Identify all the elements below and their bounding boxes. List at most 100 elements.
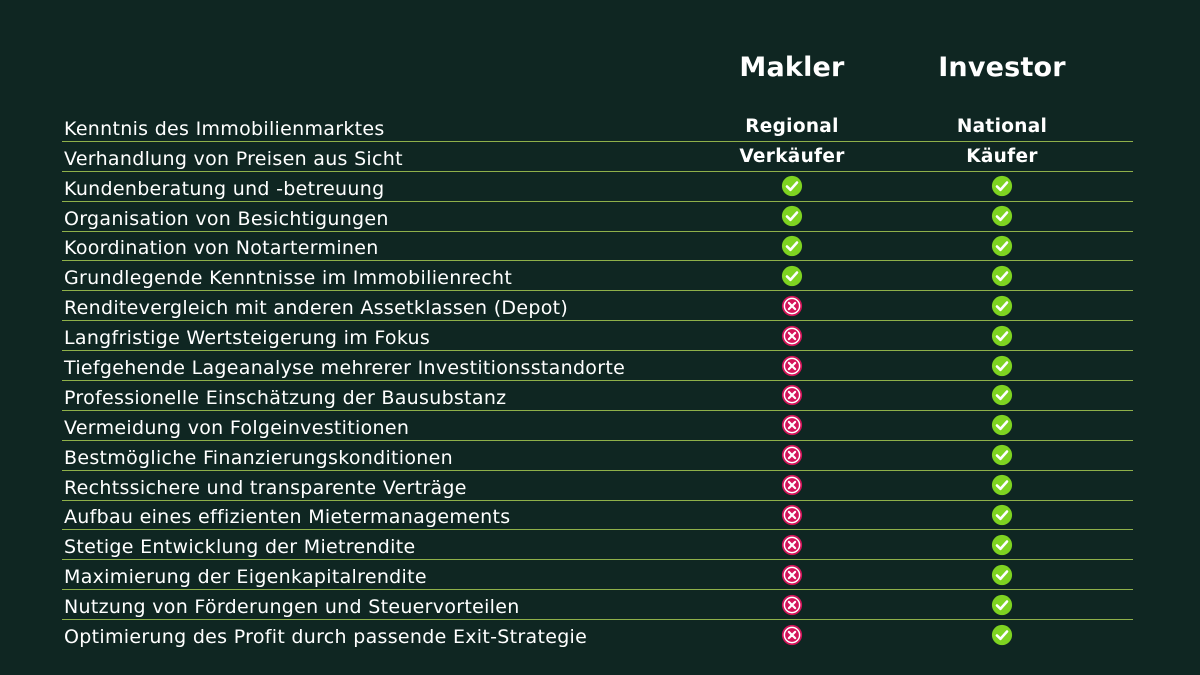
investor-cell: [902, 291, 1102, 320]
investor-cell: National: [902, 112, 1102, 141]
makler-cell: [692, 560, 892, 589]
makler-cell: [692, 321, 892, 350]
table-row: Koordination von Notarterminen: [62, 232, 1133, 262]
cross-icon: [781, 475, 803, 496]
table-row: Nutzung von Förderungen und Steuervortei…: [62, 590, 1133, 621]
table-row: Rechtssichere und transparente Verträge: [62, 471, 1133, 501]
investor-cell: [902, 202, 1102, 231]
investor-cell: [902, 411, 1102, 440]
check-icon: [991, 594, 1013, 615]
investor-column-header: Investor: [938, 52, 1066, 83]
investor-cell: [902, 381, 1102, 410]
cross-icon: [781, 355, 803, 376]
investor-cell-text: National: [956, 115, 1048, 137]
check-icon: [991, 295, 1013, 316]
row-label: Tiefgehende Lageanalyse mehrerer Investi…: [64, 357, 626, 380]
table-row: Optimierung des Profit durch passende Ex…: [62, 620, 1133, 649]
investor-cell-text: Käufer: [966, 145, 1038, 167]
cross-icon: [781, 325, 803, 346]
investor-cell: [902, 441, 1102, 470]
table-row: Tiefgehende Lageanalyse mehrerer Investi…: [62, 351, 1133, 382]
makler-cell: [692, 381, 892, 410]
investor-cell: [902, 232, 1102, 261]
row-label: Vermeidung von Folgeinvestitionen: [64, 416, 410, 439]
investor-cell: [902, 530, 1102, 559]
comparison-table: Kenntnis des Immobilienmarktes Regional Na…: [62, 112, 1133, 649]
table-row: Langfristige Wertsteigerung im Fokus: [62, 321, 1133, 352]
check-icon: [991, 206, 1013, 227]
check-icon: [991, 534, 1013, 555]
investor-cell: [902, 351, 1102, 380]
row-label: Aufbau eines effizienten Mietermanagemen…: [64, 506, 511, 529]
row-label: Organisation von Besichtigungen: [64, 207, 389, 230]
investor-cell: Käufer: [902, 142, 1102, 171]
check-icon: [991, 475, 1013, 496]
makler-cell-text: Regional: [745, 115, 839, 137]
check-icon: [781, 176, 803, 197]
row-label: Rechtssichere und transparente Verträge: [64, 476, 467, 499]
table-row: Bestmögliche Finanzierungskonditionen: [62, 441, 1133, 471]
row-label: Bestmögliche Finanzierungskonditionen: [64, 446, 453, 469]
investor-cell: [902, 172, 1102, 201]
cross-icon: [781, 594, 803, 615]
makler-column-header: Makler: [739, 52, 845, 83]
cross-icon: [781, 504, 803, 526]
makler-cell: [692, 411, 892, 440]
investor-cell: [902, 620, 1102, 649]
table-row: Vermeidung von Folgeinvestitionen: [62, 411, 1133, 441]
cross-icon: [781, 445, 803, 466]
row-label: Professionelle Einschätzung der Bausubst…: [64, 386, 507, 409]
row-label: Verhandlung von Preisen aus Sicht: [64, 147, 403, 170]
makler-cell-text: Verkäufer: [739, 145, 845, 167]
row-label: Nutzung von Förderungen und Steuervortei…: [64, 596, 520, 619]
makler-cell: [692, 232, 892, 261]
cross-icon: [781, 534, 803, 555]
makler-cell: [692, 620, 892, 649]
cross-icon: [781, 624, 803, 645]
cross-icon: [781, 564, 803, 585]
table-row: Kundenberatung und -betreuung: [62, 172, 1133, 202]
table-row: Grundlegende Kenntnisse im Immobilienrec…: [62, 261, 1133, 292]
table-row: Professionelle Einschätzung der Bausubst…: [62, 381, 1133, 411]
investor-cell: [902, 321, 1102, 350]
cross-icon: [781, 385, 803, 406]
makler-cell: [692, 590, 892, 619]
makler-cell: [692, 441, 892, 470]
row-label: Renditevergleich mit anderen Assetklasse…: [64, 297, 569, 320]
table-row: Organisation von Besichtigungen: [62, 202, 1133, 232]
makler-cell: [692, 202, 892, 231]
makler-cell: Verkäufer: [692, 142, 892, 171]
check-icon: [991, 624, 1013, 645]
check-icon: [781, 265, 803, 286]
check-icon: [991, 265, 1013, 286]
cross-icon: [781, 415, 803, 436]
cross-icon: [781, 295, 803, 316]
table-row: Aufbau eines effizienten Mietermanagemen…: [62, 501, 1133, 531]
check-icon: [991, 445, 1013, 466]
row-label: Kundenberatung und -betreuung: [64, 177, 385, 200]
row-label: Grundlegende Kenntnisse im Immobilienrec…: [64, 267, 513, 290]
check-icon: [991, 325, 1013, 346]
investor-cell: [902, 560, 1102, 589]
makler-cell: [692, 291, 892, 320]
makler-cell: [692, 172, 892, 201]
investor-cell: [902, 590, 1102, 619]
row-label: Optimierung des Profit durch passende Ex…: [64, 626, 588, 649]
row-label: Langfristige Wertsteigerung im Fokus: [64, 327, 431, 350]
makler-cell: [692, 501, 892, 530]
check-icon: [781, 235, 803, 257]
check-icon: [991, 235, 1013, 257]
check-icon: [991, 176, 1013, 197]
check-icon: [991, 564, 1013, 585]
table-row: Maximierung der Eigenkapitalrendite: [62, 560, 1133, 591]
check-icon: [991, 355, 1013, 376]
check-icon: [991, 385, 1013, 406]
investor-cell: [902, 471, 1102, 500]
investor-cell: [902, 501, 1102, 530]
table-row: Stetige Entwicklung der Mietrendite: [62, 530, 1133, 561]
row-label: Koordination von Notarterminen: [64, 237, 379, 260]
table-row: Verhandlung von Preisen aus Sicht Verkäuf…: [62, 142, 1133, 172]
table-row: Kenntnis des Immobilienmarktes Regional Na…: [62, 112, 1133, 142]
row-label: Kenntnis des Immobilienmarktes: [64, 117, 385, 140]
makler-cell: [692, 471, 892, 500]
